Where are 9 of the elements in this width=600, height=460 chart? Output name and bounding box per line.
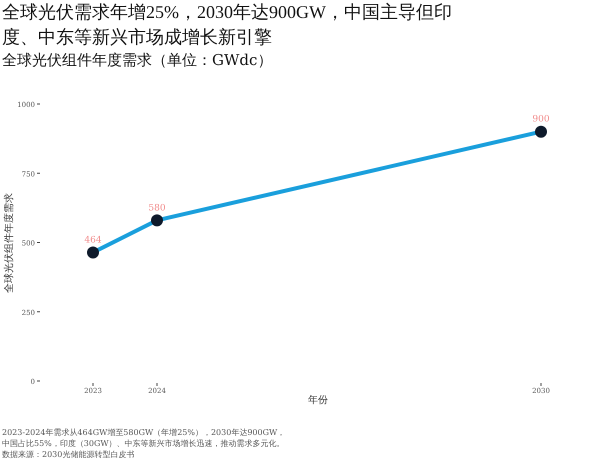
- data-label: 464: [84, 235, 102, 246]
- x-axis-title: 年份: [308, 394, 328, 406]
- source-note: 数据来源：2030光储能源转型白皮书: [2, 449, 136, 460]
- chart-title: 全球光伏需求年增25%，2030年达900GW，中国主导但印度、中东等新兴市场成增长新引擎: [2, 1, 453, 49]
- text: 2023-2024年需求从464GW增至580GW（年增25%），2030年达900GW，中国占比55%，印度（30GW）、中东等新兴市场增长迅速，推动需求多元化。: [2, 427, 286, 449]
- chart-subtitle: 全球光伏组件年度需求（单位：GWdc）: [2, 50, 272, 70]
- y-axis-title: 全球光伏组件年度需求: [3, 193, 15, 293]
- data-label: 580: [148, 203, 166, 214]
- data-label: 900: [532, 114, 550, 125]
